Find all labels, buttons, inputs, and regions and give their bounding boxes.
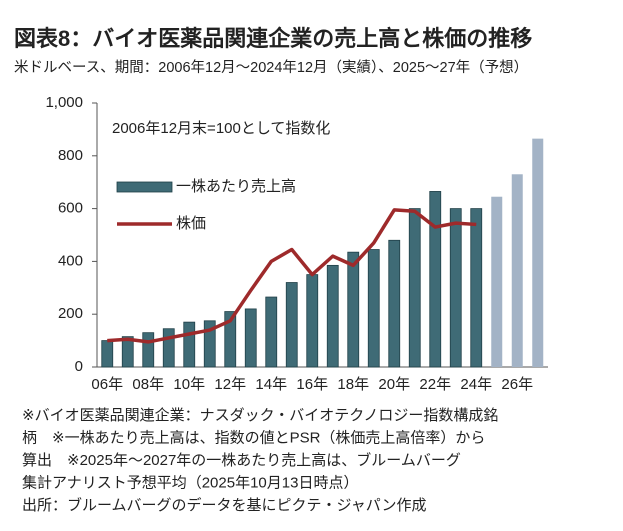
- legend-swatch: [116, 181, 173, 193]
- y-tick-label: 200: [58, 305, 83, 322]
- y-tick-label: 0: [75, 358, 83, 375]
- x-tick-label: 14年: [255, 376, 287, 393]
- bar: [203, 320, 216, 368]
- y-tick-label: 600: [58, 200, 83, 217]
- bar: [449, 208, 462, 368]
- bar: [470, 208, 483, 368]
- x-tick-label: 08年: [132, 376, 164, 393]
- legend-label: 一株あたり売上高: [176, 178, 296, 195]
- x-tick-label: 06年: [91, 376, 123, 393]
- bar: [511, 174, 523, 367]
- x-tick-label: 24年: [460, 376, 492, 393]
- bar: [244, 308, 257, 368]
- x-tick-label: 18年: [337, 376, 369, 393]
- bar: [121, 336, 134, 368]
- bar: [367, 249, 380, 368]
- bar: [285, 282, 298, 368]
- footnote: 出所：ブルームバーグのデータを基にピクテ・ジャパン作成: [22, 496, 427, 514]
- footnote: 算出 ※2025年～2027年の一株あたり売上高は、ブルームバーグ: [22, 451, 461, 469]
- bar: [142, 332, 155, 368]
- bar: [532, 138, 544, 367]
- y-tick-label: 1,000: [45, 94, 83, 111]
- y-tick-label: 400: [58, 252, 83, 269]
- bar: [326, 264, 339, 368]
- x-tick-label: 12年: [214, 376, 246, 393]
- bar: [491, 196, 503, 367]
- bar: [429, 191, 442, 368]
- bar: [347, 251, 360, 368]
- bar: [183, 321, 196, 368]
- y-tick-label: 800: [58, 147, 83, 164]
- bar: [388, 239, 401, 368]
- bar: [408, 208, 421, 368]
- line: [107, 208, 477, 344]
- x-tick-label: 16年: [296, 376, 328, 393]
- footnote: ※バイオ医薬品関連企業：ナスダック・バイオテクノロジー指数構成銘: [22, 406, 498, 424]
- x-tick-label: 22年: [419, 376, 451, 393]
- bar: [265, 296, 278, 368]
- chart-subtitle: 米ドルベース、期間：2006年12月～2024年12月（実績）、2025～27年…: [14, 59, 528, 76]
- chart-title: 図表8：バイオ医薬品関連企業の売上高と株価の推移: [14, 26, 532, 51]
- legend-label: 株価: [176, 215, 206, 232]
- bar: [162, 328, 175, 368]
- footnote: 集計アナリスト予想平均（2025年10月13日時点）: [22, 474, 358, 491]
- annotation: 2006年12月末=100として指数化: [112, 120, 330, 137]
- x-tick-label: 20年: [378, 376, 410, 393]
- bar: [101, 340, 114, 368]
- bar: [224, 311, 237, 368]
- x-tick-label: 26年: [501, 376, 533, 393]
- x-tick-label: 10年: [173, 376, 205, 393]
- footnote: 柄 ※一株あたり売上高は、指数の値とPSR（株価売上高倍率）から: [22, 429, 485, 446]
- bar: [306, 274, 319, 368]
